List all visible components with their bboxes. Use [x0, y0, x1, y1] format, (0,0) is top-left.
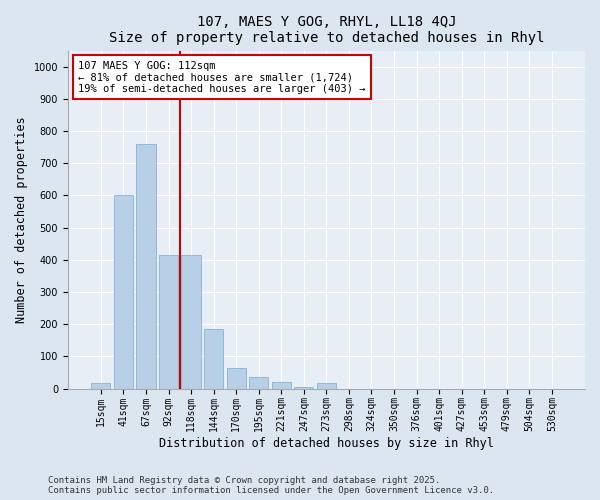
Bar — [136, 144, 155, 388]
Bar — [294, 387, 313, 388]
Bar — [317, 383, 336, 388]
Bar — [272, 382, 291, 388]
Text: Contains HM Land Registry data © Crown copyright and database right 2025.
Contai: Contains HM Land Registry data © Crown c… — [48, 476, 494, 495]
Bar — [159, 255, 178, 388]
Bar — [204, 329, 223, 388]
Bar — [114, 196, 133, 388]
Text: 107 MAES Y GOG: 112sqm
← 81% of detached houses are smaller (1,724)
19% of semi-: 107 MAES Y GOG: 112sqm ← 81% of detached… — [78, 60, 365, 94]
Title: 107, MAES Y GOG, RHYL, LL18 4QJ
Size of property relative to detached houses in : 107, MAES Y GOG, RHYL, LL18 4QJ Size of … — [109, 15, 544, 45]
Bar — [249, 378, 268, 388]
Bar — [181, 255, 200, 388]
Bar — [91, 383, 110, 388]
X-axis label: Distribution of detached houses by size in Rhyl: Distribution of detached houses by size … — [159, 437, 494, 450]
Y-axis label: Number of detached properties: Number of detached properties — [15, 116, 28, 323]
Bar — [227, 368, 246, 388]
